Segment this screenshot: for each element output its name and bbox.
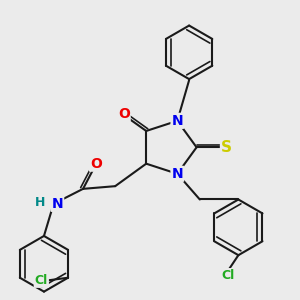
Text: S: S <box>221 140 232 155</box>
Text: Cl: Cl <box>35 274 48 287</box>
Text: N: N <box>172 167 183 181</box>
Text: O: O <box>90 157 102 171</box>
Text: Cl: Cl <box>221 269 234 282</box>
Text: H: H <box>35 196 46 209</box>
Text: O: O <box>118 107 130 121</box>
Text: N: N <box>52 197 63 211</box>
Text: N: N <box>172 114 183 128</box>
